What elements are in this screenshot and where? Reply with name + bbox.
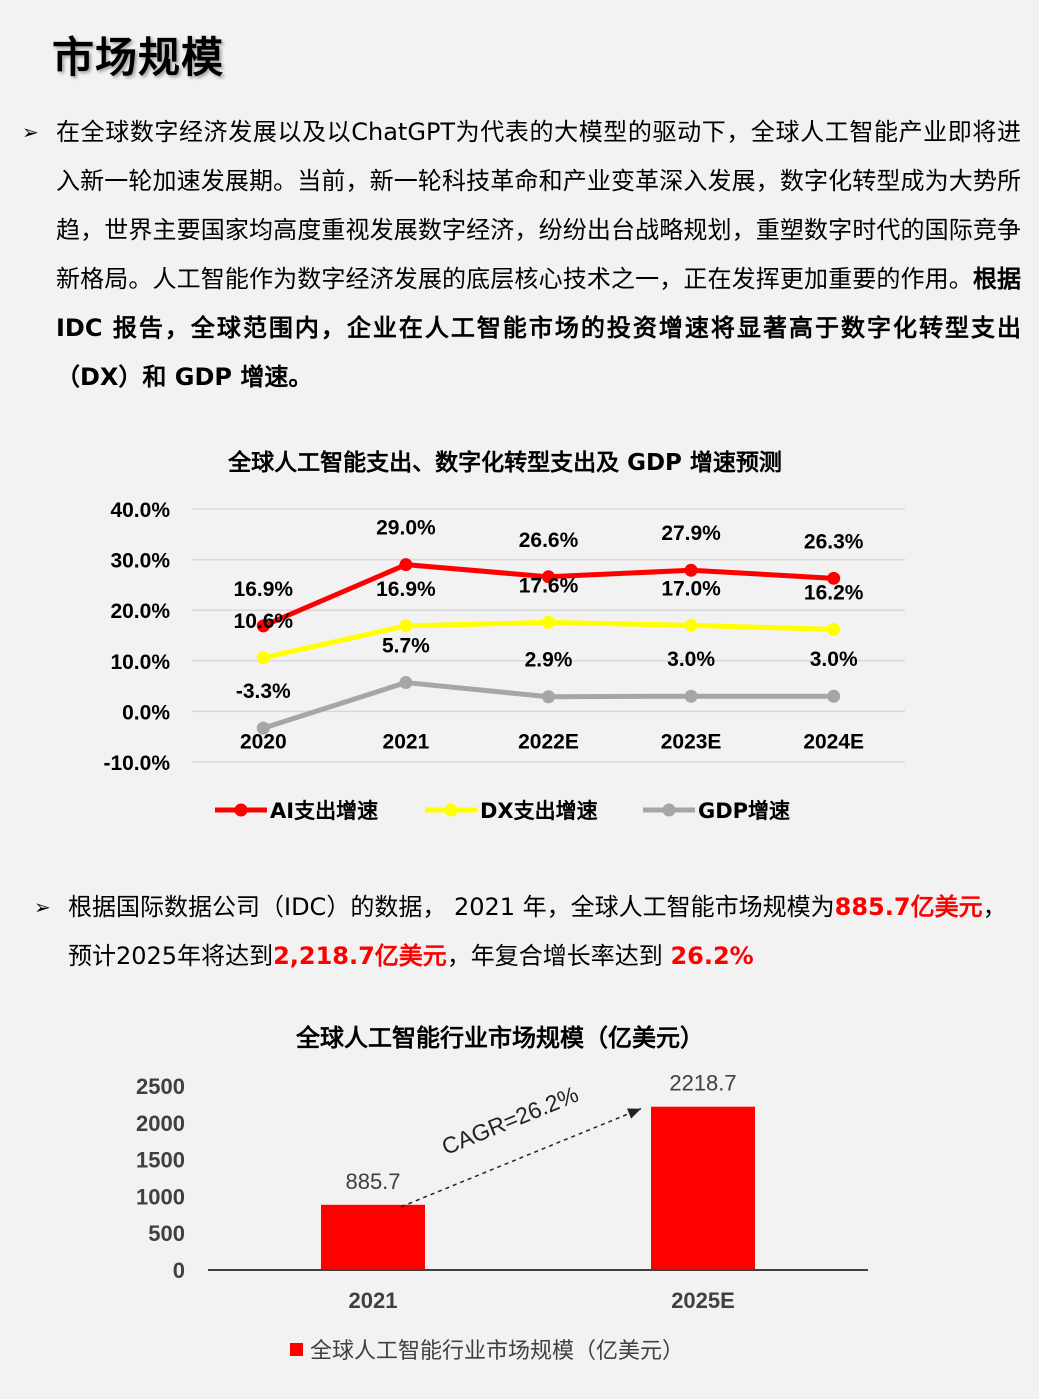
intro-bold-text: 根据 IDC 报告，全球范围内，企业在人工智能市场的投资增速将显著高于数字化转型…: [56, 265, 1022, 391]
series-1-point: [399, 619, 413, 633]
series-1-point: [542, 615, 555, 629]
series-0-point: [827, 571, 841, 585]
cagr-arrowhead-icon: [627, 1108, 641, 1119]
series-2-data-label: 3.0%: [810, 648, 858, 671]
chart1-x-tick: 2024E: [803, 730, 864, 753]
cagr-annotation: CAGR=26.2%: [438, 1081, 582, 1160]
bar-data-label: 885.7: [345, 1169, 400, 1194]
series-0-point: [256, 619, 270, 633]
series-0-point: [399, 558, 413, 572]
chart1-y-tick: 10.0%: [110, 651, 170, 674]
paragraph-market-size: ➢ 根据国际数据公司（IDC）的数据， 2021 年，全球人工智能市场规模为88…: [34, 883, 1008, 981]
series-1-data-label: 17.6%: [519, 574, 579, 597]
legend-swatch: [290, 1343, 303, 1356]
chart1-x-tick: 2023E: [661, 730, 722, 753]
legend-label: GDP增速: [698, 799, 790, 823]
series-0-data-label: 29.0%: [376, 517, 436, 540]
chart2-title: 全球人工智能行业市场规模（亿美元）: [295, 1024, 704, 1052]
market-2021-value: 885.7亿美元: [834, 893, 983, 921]
series-0-point: [542, 570, 555, 584]
series-2-data-label: 5.7%: [382, 635, 430, 658]
legend-label: AI支出增速: [270, 799, 378, 823]
chart2-y-tick: 0: [173, 1258, 185, 1283]
series-1-data-label: 17.0%: [661, 577, 721, 600]
legend-label: DX支出增速: [480, 799, 598, 823]
chart2-y-tick: 1000: [136, 1184, 185, 1209]
market-2025-value: 2,218.7亿美元: [273, 942, 447, 970]
series-1-point: [684, 618, 698, 632]
chart2-x-tick: 2021: [349, 1288, 398, 1313]
series-1-data-label: 10.6%: [234, 610, 294, 633]
chart1-x-tick: 2022E: [518, 730, 579, 753]
paragraph-intro: ➢ 在全球数字经济发展以及以ChatGPT为代表的大模型的驱动下，全球人工智能产…: [22, 108, 1022, 402]
chart1-y-tick: -10.0%: [103, 752, 170, 775]
page-title: 市场规模: [52, 33, 225, 82]
series-0-data-label: 26.6%: [519, 529, 579, 552]
legend-swatch-dot: [444, 803, 458, 817]
chart1-y-tick: 0.0%: [122, 701, 170, 724]
market-cagr-value: 26.2%: [670, 942, 754, 970]
bar-2021: [321, 1204, 425, 1270]
series-0-data-label: 26.3%: [804, 530, 864, 553]
chart1-title: 全球人工智能支出、数字化转型支出及 GDP 增速预测: [227, 449, 782, 476]
intro-text: 在全球数字经济发展以及以ChatGPT为代表的大模型的驱动下，全球人工智能产业即…: [56, 118, 1021, 293]
series-1-point: [256, 651, 270, 665]
chart2-y-tick: 2000: [136, 1111, 185, 1136]
cagr-arrow-line: [400, 1108, 642, 1208]
series-1-data-label: 16.9%: [376, 578, 436, 601]
chart2-y-tick: 1500: [136, 1148, 185, 1173]
series-1-point: [827, 622, 841, 636]
chart1-x-tick: 2021: [383, 730, 430, 753]
chart1-y-tick: 30.0%: [110, 550, 170, 573]
bar-2025E: [651, 1106, 755, 1270]
market-bar-chart: 全球人工智能行业市场规模（亿美元） 2500 2000 1500 1000 500 0 885…: [136, 1024, 868, 1364]
market-text-a: 根据国际数据公司（IDC）的数据， 2021 年，全球人工智能市场规模为: [68, 893, 835, 921]
series-2-point: [256, 721, 270, 735]
chart2-y-tick: 2500: [136, 1074, 185, 1099]
chart1-y-tick: 20.0%: [110, 600, 170, 623]
chart2-y-tick: 500: [148, 1221, 185, 1246]
arrow-bullet-icon: ➢: [22, 120, 39, 144]
bar-data-label: 2218.7: [669, 1071, 736, 1096]
series-2-point: [827, 689, 841, 703]
series-2-point: [542, 690, 555, 704]
series-2-point: [684, 689, 698, 703]
legend-swatch-dot: [234, 803, 248, 817]
series-1-data-label: 16.2%: [804, 581, 864, 604]
series-2-data-label: -3.3%: [236, 680, 291, 703]
market-text-b: ，预计2025年将达到: [68, 893, 1007, 970]
chart2-x-tick: 2025E: [671, 1288, 735, 1313]
chart1-x-tick: 2020: [240, 730, 287, 753]
series-2-data-label: 2.9%: [525, 649, 573, 672]
legend-swatch-dot: [662, 803, 676, 817]
arrow-bullet-icon: ➢: [34, 895, 51, 919]
market-text-c: ，年复合增长率达到: [446, 942, 671, 970]
series-0-data-label: 27.9%: [661, 522, 721, 545]
chart1-y-tick: 40.0%: [110, 499, 170, 522]
series-0-data-label: 16.9%: [234, 578, 294, 601]
series-0-point: [684, 563, 698, 577]
series-2-data-label: 3.0%: [667, 648, 715, 671]
legend-label: 全球人工智能行业市场规模（亿美元）: [310, 1339, 684, 1364]
series-line-2: [262, 680, 834, 731]
series-2-point: [399, 676, 413, 690]
growth-line-chart: 全球人工智能支出、数字化转型支出及 GDP 增速预测 40.0% 30.0% 20.0…: [103, 449, 905, 823]
